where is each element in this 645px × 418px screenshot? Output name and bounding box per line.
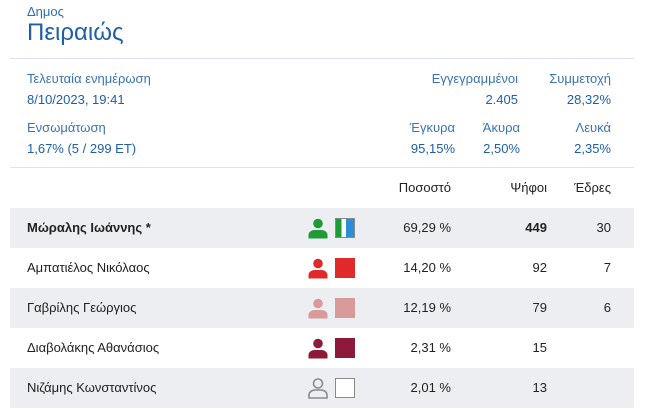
- party-color-swatch: [335, 338, 355, 358]
- party-color-swatch: [335, 218, 355, 238]
- table-row[interactable]: Νιζάμης Κωνσταντίνος 2,01 % 13: [10, 368, 634, 408]
- turnout-label: Συμμετοχή: [549, 71, 611, 86]
- party-color-swatch: [335, 298, 355, 318]
- percent-value: 14,20 %: [403, 260, 451, 275]
- candidate-name: Διαβολάκης Αθανάσιος: [27, 340, 160, 355]
- votes-value: 79: [532, 300, 547, 315]
- integration-label: Ενσωμάτωση: [27, 120, 106, 135]
- results-panel: Δημος Πειραιώς Τελευταία ενημέρωση 8/10/…: [10, 0, 634, 418]
- invalid-label: Άκυρα: [482, 120, 520, 135]
- votes-value: 449: [525, 220, 547, 235]
- seats-value: 6: [603, 300, 611, 315]
- registered-label: Εγγεγραμμένοι: [431, 71, 518, 86]
- blank-label: Λευκά: [575, 120, 611, 135]
- table-row[interactable]: Μώραλης Ιωάννης * 69,29 % 449 30: [10, 208, 634, 248]
- candidate-name: Μώραλης Ιωάννης *: [27, 220, 151, 235]
- person-icon: [308, 258, 328, 279]
- column-header-votes: Ψήφοι: [510, 180, 547, 195]
- last-update-value: 8/10/2023, 19:41: [27, 92, 125, 107]
- votes-value: 15: [532, 340, 547, 355]
- person-icon: [308, 378, 328, 399]
- table-row[interactable]: Γαβρίλης Γεώργιος 12,19 % 79 6: [10, 288, 634, 328]
- party-color-swatch: [335, 378, 355, 398]
- valid-value: 95,15%: [410, 141, 455, 156]
- header-kicker: Δημος: [27, 4, 64, 19]
- page-header: Δημος Πειραιώς: [27, 4, 124, 47]
- votes-value: 92: [532, 260, 547, 275]
- person-icon: [308, 338, 328, 359]
- percent-value: 69,29 %: [403, 220, 451, 235]
- percent-value: 12,19 %: [403, 300, 451, 315]
- registered-value: 2.405: [485, 92, 518, 107]
- candidate-name: Γαβρίλης Γεώργιος: [27, 300, 137, 315]
- votes-value: 13: [532, 380, 547, 395]
- column-header-percent: Ποσοστό: [398, 180, 451, 195]
- page-title: Πειραιώς: [27, 19, 124, 46]
- last-update-label: Τελευταία ενημέρωση: [27, 71, 151, 86]
- integration-value: 1,67% (5 / 299 ΕΤ): [27, 141, 137, 156]
- percent-value: 2,01 %: [410, 380, 451, 395]
- table-row[interactable]: Αμπατιέλος Νικόλαος 14,20 % 92 7: [10, 248, 634, 288]
- invalid-value: 2,50%: [483, 141, 520, 156]
- percent-value: 2,31 %: [410, 340, 451, 355]
- seats-value: 7: [603, 260, 611, 275]
- candidate-name: Νιζάμης Κωνσταντίνος: [27, 380, 157, 395]
- person-icon: [308, 298, 328, 319]
- divider: [10, 167, 634, 168]
- person-icon: [308, 218, 328, 239]
- blank-value: 2,35%: [574, 141, 611, 156]
- valid-label: Έγκυρα: [409, 120, 455, 135]
- divider: [10, 58, 634, 59]
- column-header-seats: Έδρες: [574, 180, 611, 195]
- table-row[interactable]: Διαβολάκης Αθανάσιος 2,31 % 15: [10, 328, 634, 368]
- turnout-value: 28,32%: [566, 92, 611, 107]
- seats-value: 30: [596, 220, 611, 235]
- party-color-swatch: [335, 258, 355, 278]
- candidate-name: Αμπατιέλος Νικόλαος: [27, 260, 150, 275]
